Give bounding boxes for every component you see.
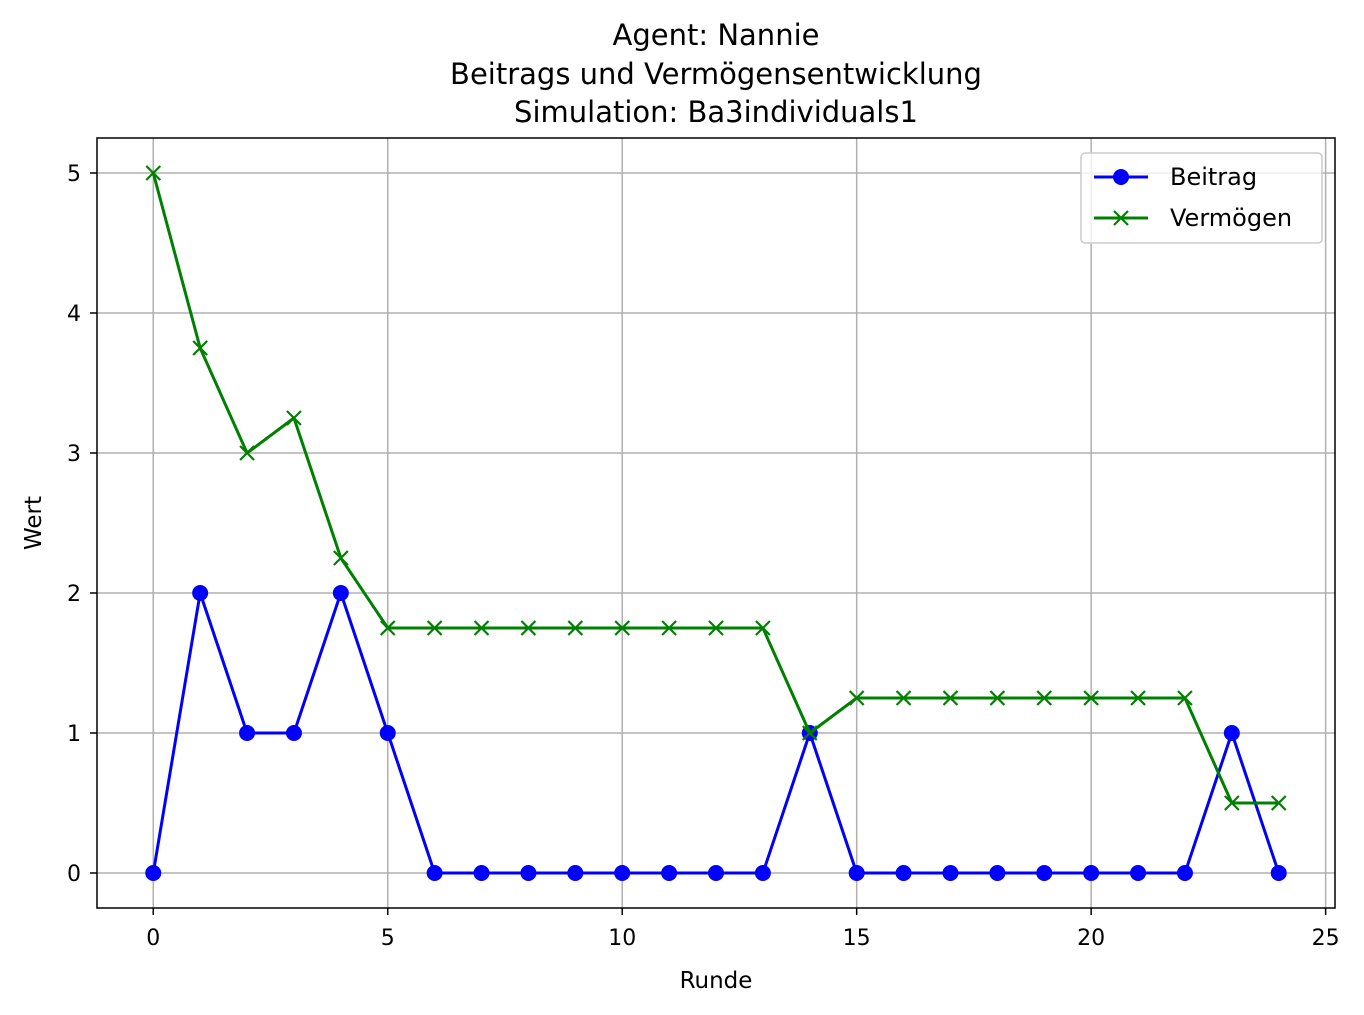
- data-point-vermoegen: [1270, 795, 1287, 811]
- legend: Beitrag Vermögen: [1080, 152, 1323, 244]
- data-point-vermoegen: [755, 620, 771, 636]
- data-point-vermoegen: [942, 690, 959, 706]
- data-point-beitrag: [379, 725, 396, 741]
- data-point-vermoegen: [895, 690, 912, 706]
- x-axis-label: Runde: [680, 968, 753, 994]
- x-tick-label: 0: [146, 926, 160, 951]
- data-point-vermoegen: [379, 620, 396, 636]
- x-tick-label: 20: [1077, 926, 1105, 951]
- data-point-beitrag: [1130, 865, 1147, 881]
- title-line-2: Beitrags und Vermögensentwicklung: [450, 57, 982, 91]
- series-layer: [145, 165, 1287, 881]
- legend-label-beitrag: Beitrag: [1170, 163, 1257, 191]
- legend-marker-beitrag: [1113, 169, 1129, 185]
- series-line-vermoegen: [151, 172, 1279, 805]
- data-point-vermoegen: [1130, 690, 1146, 706]
- data-point-vermoegen: [520, 620, 537, 636]
- data-point-vermoegen: [145, 165, 162, 181]
- y-axis-label: Wert: [21, 496, 47, 550]
- title-line-1: Agent: Nannie: [613, 18, 820, 52]
- data-point-vermoegen: [426, 620, 443, 636]
- data-point-vermoegen: [239, 445, 255, 461]
- data-point-beitrag: [567, 865, 584, 881]
- y-tick-label: 0: [67, 862, 81, 887]
- data-point-beitrag: [1176, 865, 1193, 881]
- data-point-beitrag: [332, 585, 349, 601]
- x-tick-label: 15: [843, 926, 871, 951]
- data-point-vermoegen: [708, 620, 724, 636]
- data-point-vermoegen: [1083, 690, 1099, 706]
- data-point-vermoegen: [567, 620, 584, 636]
- y-tick-label: 4: [67, 302, 81, 327]
- data-point-beitrag: [661, 865, 678, 881]
- data-point-beitrag: [989, 865, 1006, 881]
- y-tick-label: 1: [67, 722, 81, 747]
- data-point-vermoegen: [333, 550, 349, 566]
- data-point-beitrag: [520, 865, 537, 881]
- data-point-beitrag: [1270, 865, 1287, 881]
- data-point-vermoegen: [661, 620, 677, 636]
- data-point-vermoegen: [848, 690, 865, 706]
- data-point-beitrag: [754, 865, 771, 881]
- data-point-beitrag: [895, 865, 912, 881]
- data-point-beitrag: [285, 725, 302, 741]
- data-point-beitrag: [848, 865, 865, 881]
- x-axis-ticks: 0 5 10 15 20 25: [146, 908, 1340, 951]
- chart-title: Agent: Nannie Beitrags und Vermögensentw…: [450, 18, 982, 129]
- data-point-vermoegen: [192, 340, 208, 356]
- data-point-beitrag: [942, 865, 959, 881]
- data-point-beitrag: [1223, 725, 1240, 741]
- x-tick-label: 25: [1312, 926, 1340, 951]
- title-line-3: Simulation: Ba3individuals1: [514, 95, 918, 129]
- data-point-vermoegen: [286, 410, 302, 426]
- y-tick-label: 3: [67, 442, 81, 467]
- y-axis-ticks: 0 1 2 3 4 5: [67, 162, 97, 887]
- y-tick-label: 5: [67, 162, 81, 187]
- legend-marker-vermoegen: [1113, 210, 1129, 226]
- data-point-beitrag: [426, 865, 443, 881]
- legend-label-vermoegen: Vermögen: [1170, 204, 1292, 232]
- data-point-beitrag: [1036, 865, 1053, 881]
- x-tick-label: 10: [608, 926, 636, 951]
- data-point-vermoegen: [802, 725, 818, 741]
- data-point-vermoegen: [1036, 690, 1053, 706]
- plot-area-frame: [96, 137, 1336, 909]
- data-point-vermoegen: [473, 620, 490, 636]
- data-point-beitrag: [473, 865, 490, 881]
- x-tick-label: 5: [381, 926, 395, 951]
- y-tick-label: 2: [67, 582, 81, 607]
- data-point-vermoegen: [1177, 690, 1193, 706]
- data-point-beitrag: [145, 865, 162, 881]
- data-point-beitrag: [614, 865, 631, 881]
- series-vermoegen: [145, 165, 1287, 811]
- data-point-beitrag: [192, 585, 209, 601]
- data-point-beitrag: [1083, 865, 1100, 881]
- data-point-vermoegen: [989, 690, 1006, 706]
- data-point-beitrag: [708, 865, 724, 881]
- data-point-vermoegen: [1224, 795, 1240, 811]
- data-point-beitrag: [239, 725, 256, 741]
- grid-lines: [97, 138, 1335, 908]
- data-point-vermoegen: [614, 620, 630, 636]
